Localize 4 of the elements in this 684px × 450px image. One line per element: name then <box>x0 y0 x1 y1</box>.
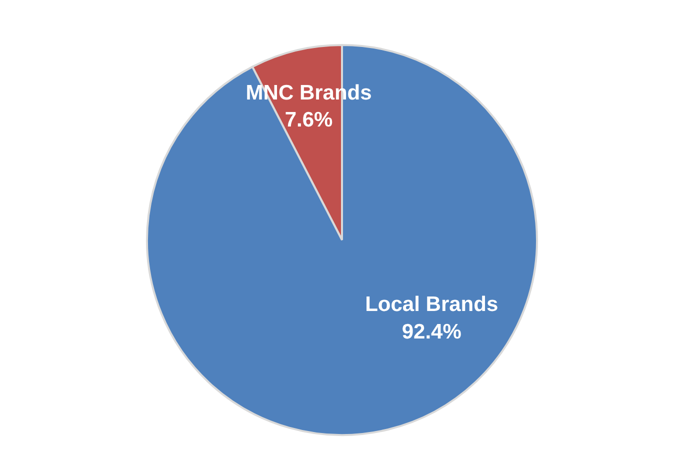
data-label: 7.6% <box>284 108 334 132</box>
slice-label: Local Brands <box>365 293 498 316</box>
data-label: 92.4% <box>402 320 462 344</box>
pie-slice <box>146 44 538 436</box>
